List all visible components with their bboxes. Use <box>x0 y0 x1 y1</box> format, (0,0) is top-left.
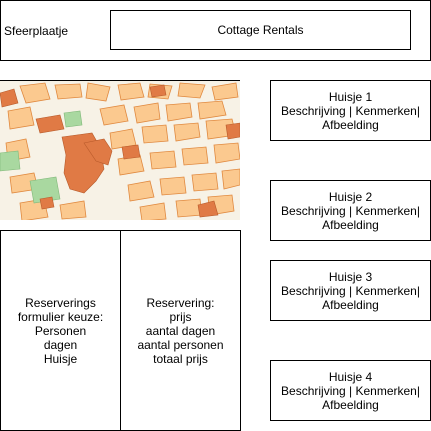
reservation-summary-panel: Reservering: prijs aantal dagen aantal p… <box>120 230 241 431</box>
site-title: Cottage Rentals <box>217 23 304 37</box>
reservation-form-panel[interactable]: Reserverings formulier keuze: Personen d… <box>0 230 121 431</box>
cottage-card-label: Huisje 3 Beschrijving | Kenmerken| Afbee… <box>281 269 420 312</box>
reservation-summary-text: Reservering: prijs aantal dagen aantal p… <box>137 295 224 366</box>
map-image <box>0 80 240 220</box>
cottage-card-label: Huisje 2 Beschrijving | Kenmerken| Afbee… <box>281 189 420 232</box>
cottage-card-3[interactable]: Huisje 3 Beschrijving | Kenmerken| Afbee… <box>270 260 431 321</box>
cottage-card-2[interactable]: Huisje 2 Beschrijving | Kenmerken| Afbee… <box>270 180 431 241</box>
header-label: Sfeerplaatje <box>4 24 69 38</box>
title-box: Cottage Rentals <box>110 10 411 50</box>
cottage-card-4[interactable]: Huisje 4 Beschrijving | Kenmerken| Afbee… <box>270 360 431 421</box>
cottage-card-1[interactable]: Huisje 1 Beschrijving | Kenmerken| Afbee… <box>270 80 431 141</box>
map-illustration <box>0 81 240 220</box>
cottage-card-label: Huisje 1 Beschrijving | Kenmerken| Afbee… <box>281 89 420 132</box>
cottage-card-label: Huisje 4 Beschrijving | Kenmerken| Afbee… <box>281 369 420 412</box>
reservation-form-text: Reserverings formulier keuze: Personen d… <box>17 295 104 366</box>
